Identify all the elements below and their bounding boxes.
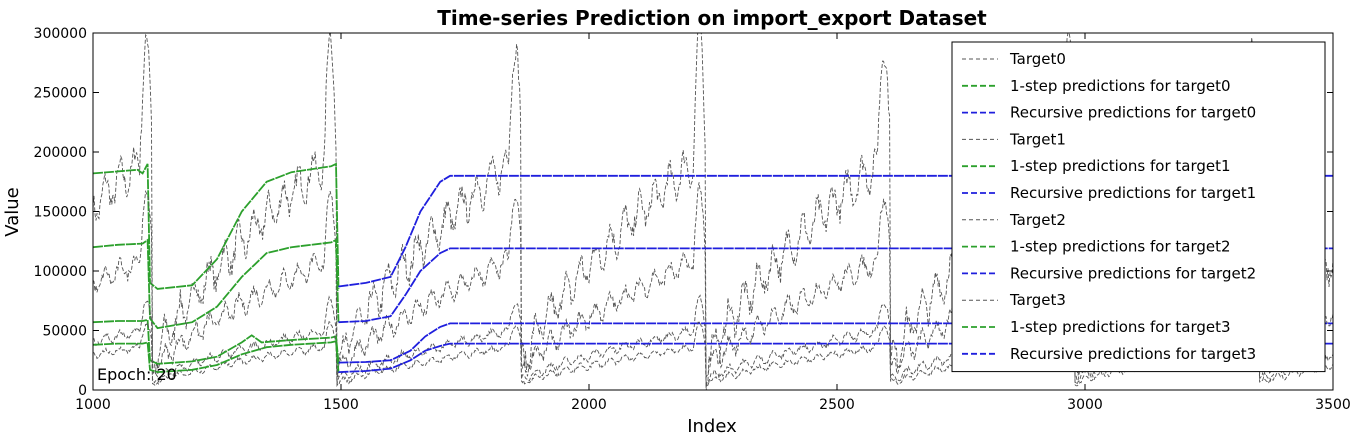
series-line-4 bbox=[93, 238, 340, 330]
legend: Target0 1-step predictions for target0 Rec… bbox=[951, 41, 1326, 373]
legend-label: 1-step predictions for target0 bbox=[1010, 77, 1231, 95]
legend-label: Target0 bbox=[1009, 50, 1066, 68]
y-tick-label: 0 bbox=[78, 383, 87, 399]
legend-label: Recursive predictions for target2 bbox=[1010, 264, 1256, 282]
x-tick-label: 2500 bbox=[819, 397, 855, 413]
y-tick-label: 150000 bbox=[34, 205, 87, 221]
series-line-1 bbox=[93, 162, 340, 290]
x-tick-label: 1500 bbox=[323, 397, 359, 413]
legend-label: 1-step predictions for target3 bbox=[1010, 318, 1231, 336]
y-tick-label: 50000 bbox=[42, 324, 87, 340]
legend-label: Target3 bbox=[1009, 291, 1066, 309]
legend-label: Target1 bbox=[1009, 130, 1066, 148]
legend-label: 1-step predictions for target2 bbox=[1010, 238, 1231, 256]
series-line-6 bbox=[93, 294, 1333, 386]
epoch-annotation: Epoch: 20 bbox=[97, 365, 177, 384]
series-line-5 bbox=[338, 247, 1333, 324]
y-tick-label: 300000 bbox=[34, 26, 87, 42]
series-line-10 bbox=[93, 340, 340, 374]
y-tick-label: 100000 bbox=[34, 264, 87, 280]
y-tick-label: 200000 bbox=[34, 145, 87, 161]
legend-box bbox=[951, 41, 1326, 373]
y-tick-label: 250000 bbox=[34, 86, 87, 102]
legend-label: Recursive predictions for target1 bbox=[1010, 184, 1256, 202]
chart-title: Time-series Prediction on import_export … bbox=[437, 6, 987, 30]
y-axis-label: Value bbox=[2, 187, 23, 236]
x-axis-label: Index bbox=[687, 416, 737, 437]
legend-label: 1-step predictions for target1 bbox=[1010, 157, 1231, 175]
legend-label: Target2 bbox=[1009, 211, 1066, 229]
x-tick-label: 1000 bbox=[75, 397, 111, 413]
series-line-8 bbox=[338, 322, 1333, 364]
series-line-9 bbox=[93, 320, 1333, 388]
x-tick-label: 2000 bbox=[571, 397, 607, 413]
series-line-11 bbox=[338, 342, 1333, 373]
series-line-7 bbox=[93, 318, 340, 365]
legend-label: Recursive predictions for target0 bbox=[1010, 104, 1256, 122]
series-line-2 bbox=[338, 174, 1333, 288]
x-tick-label: 3000 bbox=[1067, 397, 1103, 413]
legend-label: Recursive predictions for target3 bbox=[1010, 345, 1256, 363]
x-tick-label: 3500 bbox=[1315, 397, 1351, 413]
